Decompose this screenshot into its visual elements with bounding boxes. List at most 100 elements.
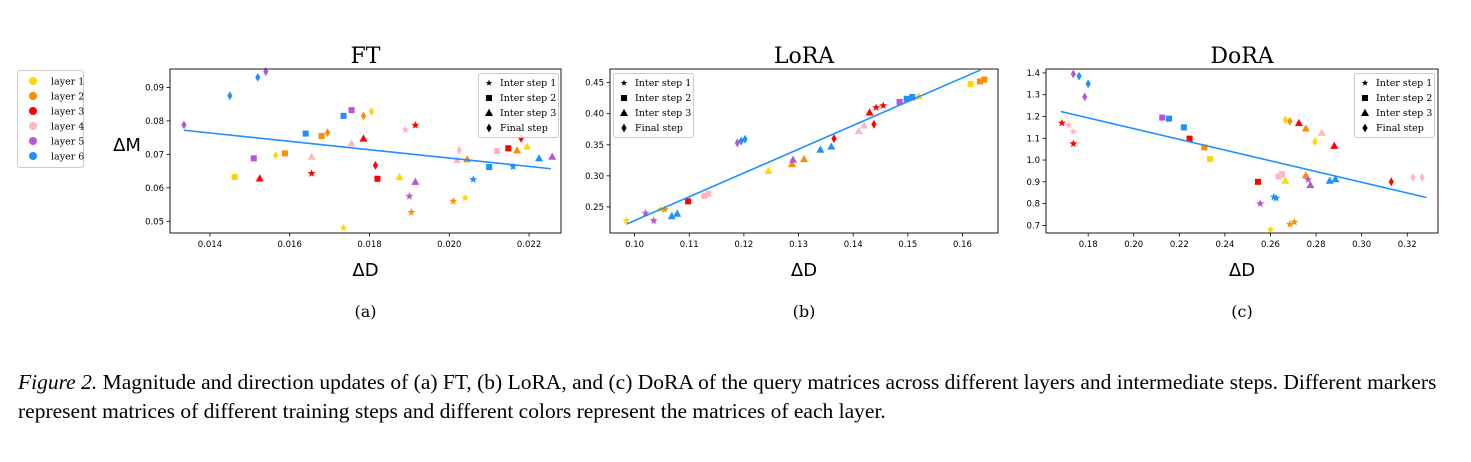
data-point-layer-6-square xyxy=(340,112,347,119)
data-point-layer-6-triangle xyxy=(667,212,676,220)
data-point-layer-5-diamond xyxy=(263,67,269,77)
data-point-layer-1-triangle xyxy=(395,172,404,181)
data-point-layer-5-star xyxy=(1304,175,1313,184)
data-point-layer-3-star xyxy=(1069,139,1078,148)
marker-legend-symbol-star xyxy=(485,79,493,86)
marker-legend-label-triangle: Inter step 3 xyxy=(635,108,691,119)
marker-legend-label-diamond: Final step xyxy=(500,123,548,134)
data-point-layer-2-triangle xyxy=(800,154,808,163)
data-point-layer-3-square xyxy=(374,175,381,182)
y-tick-label: 1.2 xyxy=(1026,112,1040,122)
data-point-layer-1-diamond xyxy=(368,107,375,116)
panel-sublabel: (c) xyxy=(1231,302,1252,321)
marker-legend-label-diamond: Final step xyxy=(635,123,683,134)
y-tick-label: 0.05 xyxy=(145,217,164,227)
x-tick-label: 0.26 xyxy=(1261,240,1280,250)
data-point-layer-5-star xyxy=(1256,199,1265,207)
data-point-layer-4-diamond xyxy=(1410,173,1416,182)
plot-frame xyxy=(1045,68,1439,234)
fit-line xyxy=(1060,110,1427,199)
data-point-layer-6-triangle xyxy=(1331,175,1340,183)
data-point-layer-6-square xyxy=(486,164,493,171)
data-point-layer-5-diamond xyxy=(734,138,740,148)
x-axis-label: ΔD xyxy=(352,260,378,281)
data-point-layer-2-square xyxy=(318,132,325,139)
data-point-layer-2-triangle xyxy=(513,146,522,154)
data-point-layer-5-square xyxy=(1159,114,1166,121)
x-tick-label: 0.016 xyxy=(278,240,302,250)
x-tick-label: 0.22 xyxy=(1170,240,1189,250)
data-point-layer-2-diamond xyxy=(1287,116,1293,126)
marker-legend-label-star: Inter step 1 xyxy=(635,78,691,89)
data-point-layer-2-square xyxy=(281,150,288,157)
marker-legend-frame xyxy=(613,73,694,138)
chart-title: FT xyxy=(351,44,381,69)
y-tick-label: 0.45 xyxy=(585,79,604,89)
data-point-layer-3-square xyxy=(505,145,512,152)
marker-legend-label-diamond: Final step xyxy=(1376,123,1424,134)
data-point-layer-6-star xyxy=(469,175,478,183)
data-point-layer-4-square xyxy=(494,147,501,155)
data-point-layer-3-diamond xyxy=(831,134,837,143)
marker-legend-symbol-star xyxy=(1361,79,1369,86)
data-point-layer-3-triangle xyxy=(1330,141,1339,149)
caption-text: Magnitude and direction updates of (a) F… xyxy=(18,370,1437,423)
layer-legend-label-3: layer 3 xyxy=(51,107,84,118)
data-point-layer-5-triangle xyxy=(548,152,557,160)
data-point-layer-1-square xyxy=(967,80,974,87)
data-point-layer-6-diamond xyxy=(738,136,744,146)
y-tick-label: 0.30 xyxy=(585,172,604,182)
marker-legend-symbol-triangle xyxy=(485,108,493,117)
data-point-layer-2-triangle xyxy=(463,155,472,163)
layer-legend-dot-5 xyxy=(29,137,37,145)
panel-ft: FT 0.014 0.016 0.018 0.020 0.022 0.05 0.06 0.07 0… xyxy=(113,44,562,321)
data-point-layer-3-star xyxy=(411,121,420,129)
data-point-layer-1-star xyxy=(339,223,348,232)
fit-line xyxy=(183,129,552,170)
y-tick-label: 1.1 xyxy=(1026,134,1040,144)
caption-lead: Figure 2. xyxy=(18,370,98,394)
data-point-layer-5-square xyxy=(896,98,903,105)
marker-legend-symbol-star xyxy=(620,79,628,86)
y-tick-label: 0.08 xyxy=(145,117,164,127)
data-point-layer-4-triangle xyxy=(860,121,869,129)
y-tick-label: 0.07 xyxy=(145,150,164,160)
data-point-layer-6-star xyxy=(1272,193,1281,202)
panel-sublabel: (b) xyxy=(793,302,816,321)
marker-legend-label-square: Inter step 2 xyxy=(1376,93,1432,104)
y-axis-label: ΔM xyxy=(113,135,141,156)
data-point-layer-6-square xyxy=(1180,124,1187,131)
marker-legend-symbol-square xyxy=(620,94,628,102)
panel-lora: LoRA 0.10 0.11 0.12 0.13 0.14 0.15 0.16 0.25 0.30… xyxy=(585,44,999,321)
data-point-layer-3-square xyxy=(1254,178,1261,185)
x-tick-label: 0.24 xyxy=(1215,240,1234,250)
data-point-layer-1-square xyxy=(231,174,238,181)
data-point-layer-2-diamond xyxy=(360,111,367,121)
data-point-layer-4-star xyxy=(1069,127,1078,136)
layer-legend: layer 1 layer 2 layer 3 layer 4 layer 5 layer… xyxy=(17,70,84,168)
layer-legend-label-5: layer 5 xyxy=(51,137,84,148)
x-tick-label: 0.16 xyxy=(953,240,972,250)
data-point-layer-2-star xyxy=(1285,220,1294,228)
data-point-layer-2-square xyxy=(981,76,988,83)
y-tick-label: 1.0 xyxy=(1026,156,1040,166)
layer-legend-label-4: layer 4 xyxy=(51,122,84,133)
data-point-layer-6-triangle xyxy=(816,145,825,153)
data-point-layer-2-star xyxy=(449,197,458,205)
layer-legend-label-2: layer 2 xyxy=(51,92,84,103)
layer-legend-dot-4 xyxy=(29,122,37,130)
panel-sublabel: (a) xyxy=(354,302,376,321)
data-point-layer-6-square xyxy=(302,130,309,137)
layer-legend-dot-2 xyxy=(29,92,37,100)
layer-legend-dot-1 xyxy=(29,77,37,85)
data-point-layer-1-square xyxy=(1207,155,1214,162)
marker-legend-label-square: Inter step 2 xyxy=(500,93,556,104)
marker-legend-label-star: Inter step 1 xyxy=(1376,78,1432,89)
data-point-layer-4-square xyxy=(705,190,712,197)
data-point-layer-5-square xyxy=(348,107,355,114)
data-point-layer-3-star xyxy=(879,101,888,110)
data-point-layer-5-diamond xyxy=(1070,69,1076,79)
data-point-layer-6-triangle xyxy=(673,209,682,217)
data-point-layer-3-star xyxy=(307,169,316,177)
x-tick-label: 0.020 xyxy=(437,240,461,250)
